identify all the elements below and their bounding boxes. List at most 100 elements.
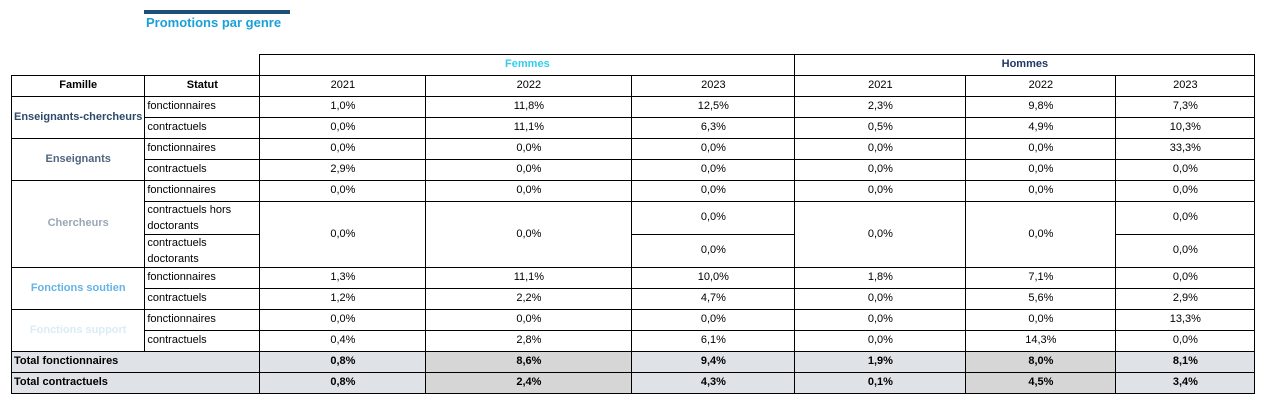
famille-chercheurs: Chercheurs	[10, 179, 146, 268]
value-cell: 0,0%	[1115, 158, 1256, 181]
value-cell: 33,3%	[1115, 137, 1256, 160]
statut-cell: contractuels	[144, 329, 261, 352]
value-cell: 0,0%	[794, 200, 967, 268]
table-row: Enseignants-chercheurs fonctionnaires 1,…	[10, 95, 1256, 139]
total-row: Total fonctionnaires 0,8% 8,6% 9,4% 1,9%…	[10, 350, 1256, 373]
statut-cell: contractuels doctorants	[144, 233, 261, 268]
value-cell: 5,6%	[965, 287, 1117, 310]
total-value-cell: 8,0%	[965, 350, 1117, 373]
value-cell: 0,0%	[425, 179, 633, 202]
value-cell: 1,0%	[259, 95, 427, 118]
value-cell: 2,2%	[425, 287, 633, 310]
value-cell: 7,3%	[1115, 95, 1256, 118]
value-cell: 0,0%	[1115, 266, 1256, 289]
table-row: contractuels 0,0% 11,1% 6,3% 0,5% 4,9% 1…	[12, 116, 1256, 139]
total-value-cell: 2,4%	[425, 371, 633, 394]
statut-cell: fonctionnaires	[144, 179, 261, 202]
total-value-cell: 0,8%	[259, 350, 427, 373]
value-cell: 0,0%	[794, 137, 967, 160]
column-header-year: 2023	[631, 74, 796, 97]
table-row: Enseignants fonctionnaires 0,0% 0,0% 0,0…	[10, 137, 1256, 181]
column-header-famille: Famille	[10, 74, 146, 97]
table-row: Chercheurs fonctionnaires 0,0% 0,0% 0,0%…	[10, 179, 1256, 268]
total-row: Total contractuels 0,8% 2,4% 4,3% 0,1% 4…	[10, 371, 1256, 394]
table-row: contractuels doctorants 0,0% 0,0%	[12, 233, 1256, 268]
group-header-hommes: Hommes	[794, 54, 1256, 76]
statut-cell: fonctionnaires	[144, 95, 261, 118]
column-header-statut: Statut	[144, 74, 261, 97]
value-cell: 0,0%	[631, 200, 796, 235]
value-cell: 10,3%	[1115, 116, 1256, 139]
value-cell: 2,8%	[425, 329, 633, 352]
value-cell: 0,0%	[631, 179, 796, 202]
value-cell: 6,3%	[631, 116, 796, 139]
column-header-year: 2022	[425, 74, 633, 97]
value-cell: 0,0%	[794, 308, 967, 331]
statut-cell: fonctionnaires	[144, 137, 261, 160]
value-cell: 0,0%	[259, 200, 427, 268]
value-cell: 0,0%	[794, 179, 967, 202]
value-cell: 0,0%	[965, 200, 1117, 268]
value-cell: 0,0%	[965, 137, 1117, 160]
value-cell: 0,4%	[259, 329, 427, 352]
total-value-cell: 4,3%	[631, 371, 796, 394]
value-cell: 9,8%	[965, 95, 1117, 118]
column-header-row: Famille Statut 2021 2022 2023 2021 2022 …	[10, 74, 1256, 97]
value-cell: 1,8%	[794, 266, 967, 289]
statut-cell: fonctionnaires	[144, 308, 261, 331]
value-cell: 0,0%	[259, 116, 427, 139]
value-cell: 0,0%	[1115, 329, 1256, 352]
total-contractuels-label: Total contractuels	[10, 371, 261, 394]
value-cell: 11,1%	[425, 116, 633, 139]
value-cell: 1,3%	[259, 266, 427, 289]
famille-enseignants: Enseignants	[10, 137, 146, 181]
value-cell: 0,0%	[425, 158, 633, 181]
total-value-cell: 9,4%	[631, 350, 796, 373]
value-cell: 6,1%	[631, 329, 796, 352]
value-cell: 0,0%	[631, 137, 796, 160]
value-cell: 0,0%	[794, 329, 967, 352]
value-cell: 14,3%	[965, 329, 1117, 352]
group-header-row: Femmes Hommes	[12, 54, 1256, 76]
title-accent-bar	[144, 10, 290, 14]
total-value-cell: 8,6%	[425, 350, 633, 373]
value-cell: 4,7%	[631, 287, 796, 310]
value-cell: 0,0%	[631, 233, 796, 268]
total-value-cell: 8,1%	[1115, 350, 1256, 373]
table-row: Fonctions support fonctionnaires 0,0% 0,…	[10, 308, 1256, 352]
total-value-cell: 4,5%	[965, 371, 1117, 394]
value-cell: 0,0%	[425, 308, 633, 331]
value-cell: 0,0%	[965, 158, 1117, 181]
value-cell: 0,5%	[794, 116, 967, 139]
column-header-year: 2023	[1115, 74, 1256, 97]
table-row: contractuels 2,9% 0,0% 0,0% 0,0% 0,0% 0,…	[12, 158, 1256, 181]
column-header-year: 2021	[259, 74, 427, 97]
value-cell: 2,9%	[1115, 287, 1256, 310]
value-cell: 0,0%	[1115, 233, 1256, 268]
value-cell: 0,0%	[965, 308, 1117, 331]
value-cell: 2,9%	[259, 158, 427, 181]
statut-cell: contractuels	[144, 158, 261, 181]
total-value-cell: 0,1%	[794, 371, 967, 394]
value-cell: 13,3%	[1115, 308, 1256, 331]
total-value-cell: 3,4%	[1115, 371, 1256, 394]
value-cell: 0,0%	[259, 179, 427, 202]
value-cell: 10,0%	[631, 266, 796, 289]
value-cell: 0,0%	[631, 158, 796, 181]
table-row: Fonctions soutien fonctionnaires 1,3% 11…	[10, 266, 1256, 310]
value-cell: 11,8%	[425, 95, 633, 118]
famille-fonctions-soutien: Fonctions soutien	[10, 266, 146, 310]
column-header-year: 2021	[794, 74, 967, 97]
column-header-year: 2022	[965, 74, 1117, 97]
promotions-table: Femmes Hommes Famille Statut 2021 2022 2…	[10, 54, 1256, 394]
value-cell: 0,0%	[1115, 200, 1256, 235]
value-cell: 1,2%	[259, 287, 427, 310]
value-cell: 7,1%	[965, 266, 1117, 289]
total-value-cell: 1,9%	[794, 350, 967, 373]
table-row: contractuels 1,2% 2,2% 4,7% 0,0% 5,6% 2,…	[12, 287, 1256, 310]
value-cell: 0,0%	[425, 200, 633, 268]
statut-cell: contractuels	[144, 287, 261, 310]
page-title: Promotions par genre	[146, 15, 282, 30]
statut-cell: contractuels hors doctorants	[144, 200, 261, 235]
famille-enseignants-chercheurs: Enseignants-chercheurs	[10, 95, 146, 139]
